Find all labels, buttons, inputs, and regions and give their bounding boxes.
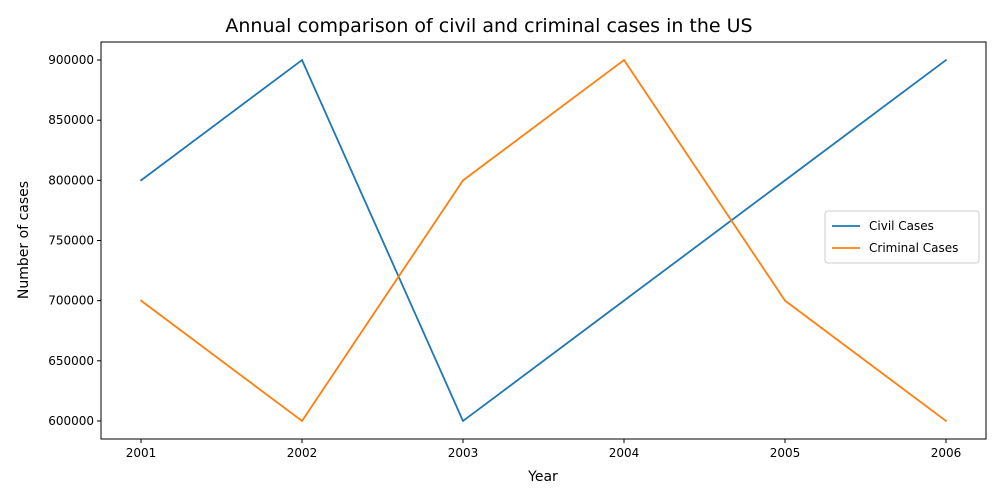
y-tick-label: 900000 (48, 53, 94, 67)
data-point-0-4 (784, 179, 786, 182)
y-axis-label: Number of cases (16, 181, 32, 299)
x-tick-label: 2002 (287, 446, 318, 460)
data-point-0-0 (140, 179, 142, 182)
y-tick-label: 600000 (48, 414, 94, 428)
legend: Civil Cases Criminal Cases (824, 210, 980, 264)
y-tick-label: 800000 (48, 173, 94, 187)
data-point-1-5 (945, 420, 947, 422)
data-point-1-2 (462, 179, 464, 182)
legend-box (824, 210, 980, 264)
x-tick-label: 2005 (770, 446, 801, 460)
data-point-1-0 (140, 299, 142, 302)
series-lines (140, 59, 947, 422)
x-axis-label: Year (527, 469, 558, 485)
legend-label-civil: Civil Cases (869, 219, 934, 233)
data-point-0-1 (301, 59, 303, 61)
plot-frame (100, 41, 987, 440)
chart-title: Annual comparison of civil and criminal … (225, 15, 752, 37)
data-point-1-4 (784, 299, 786, 302)
x-tick-label: 2006 (931, 446, 962, 460)
x-axis-ticks: 2001 2002 2003 2004 2005 2006 (126, 439, 962, 460)
data-point-0-5 (945, 59, 947, 61)
data-point-1-3 (623, 59, 625, 61)
legend-label-criminal: Criminal Cases (869, 241, 958, 255)
x-tick-label: 2004 (609, 446, 640, 460)
series-line-0 (140, 59, 947, 422)
x-tick-label: 2003 (448, 446, 479, 460)
y-tick-label: 700000 (48, 294, 94, 308)
x-tick-label: 2001 (126, 446, 157, 460)
y-tick-label: 850000 (48, 113, 94, 127)
data-point-1-1 (301, 420, 303, 422)
y-axis-ticks: 600000 650000 700000 750000 800000 850000 9000… (48, 53, 101, 428)
data-point-0-3 (623, 299, 625, 302)
series-line-1 (140, 59, 947, 422)
data-point-0-2 (462, 420, 464, 422)
y-tick-label: 650000 (48, 354, 94, 368)
y-tick-label: 750000 (48, 234, 94, 248)
